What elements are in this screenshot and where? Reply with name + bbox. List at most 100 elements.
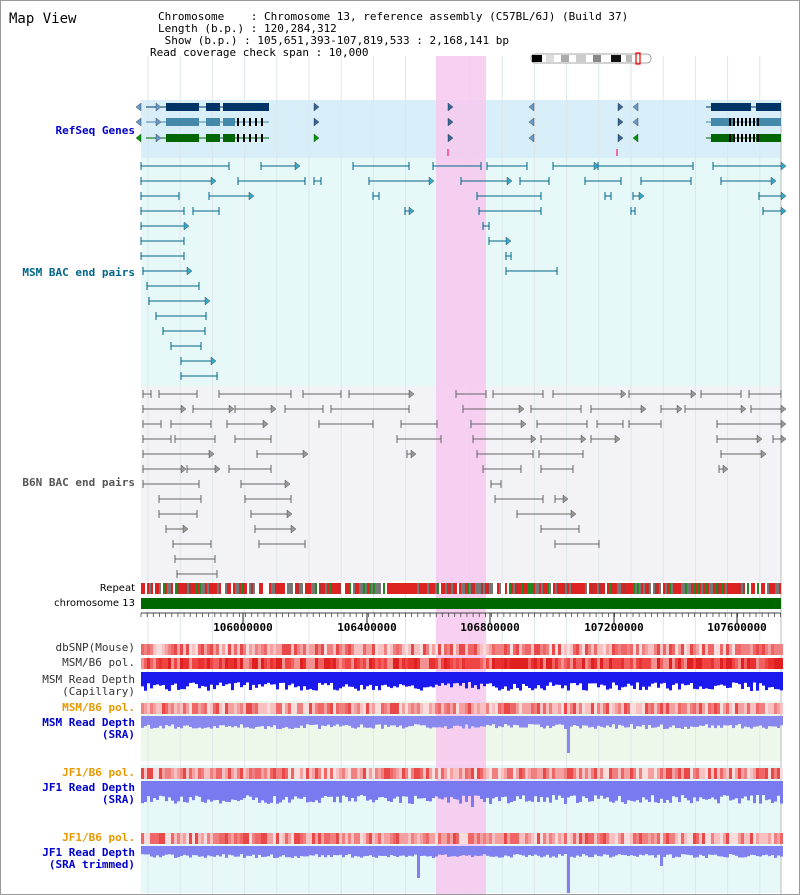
msm-sra-pol-cell <box>705 703 708 714</box>
dbsnp-cell <box>678 644 681 655</box>
jf1-trim-depth-bar <box>750 846 753 855</box>
msm-sra-depth-bar <box>456 716 459 726</box>
repeat-block <box>363 583 365 594</box>
jf1-trim-pol-cell <box>519 833 522 844</box>
repeat-block <box>347 583 349 594</box>
repeat-block <box>335 583 337 594</box>
msm-cap-depth-bar <box>177 672 180 690</box>
msm-cap-depth-bar <box>612 672 615 683</box>
jf1-sra-depth-bar <box>558 781 561 796</box>
jf1-trim-pol-cell <box>351 833 354 844</box>
msm-sra-depth-bar <box>225 716 228 727</box>
jf1-trim-pol-cell <box>150 833 153 844</box>
dbsnp-cell <box>267 644 270 655</box>
repeat-block <box>659 583 661 594</box>
jf1-trim-depth-bar <box>174 846 177 858</box>
jf1-trim-pol-cell <box>567 833 570 844</box>
repeat-block <box>623 583 625 594</box>
jf1-trim-pol-cell <box>555 833 558 844</box>
jf1-trim-pol-cell <box>765 833 768 844</box>
repeat-block <box>333 583 335 594</box>
msm-sra-pol-cell <box>744 703 747 714</box>
repeat-block <box>453 583 455 594</box>
repeat-block <box>503 583 505 594</box>
msm-pol-cell <box>513 658 516 669</box>
jf1-sra-depth-bar <box>669 781 672 803</box>
jf1-pol-cell <box>720 768 723 779</box>
msm-depth-capillary-label[interactable]: MSM Read Depth (Capillary) <box>42 674 135 698</box>
jf1-trim-depth-bar <box>732 846 735 855</box>
msm-sra-depth-bar <box>267 716 270 727</box>
msm-bac-label[interactable]: MSM BAC end pairs <box>22 266 135 279</box>
msm-sra-pol-cell <box>504 703 507 714</box>
msm-sra-depth-bar <box>183 716 186 726</box>
chromosome-ideogram[interactable] <box>530 52 652 65</box>
refseq-label[interactable]: RefSeq Genes <box>55 124 135 137</box>
jf1-trim-pol-cell <box>702 833 705 844</box>
repeat-block <box>199 583 201 594</box>
msm-depth-sra-label[interactable]: MSM Read Depth (SRA) <box>42 717 135 741</box>
msm-cap-depth-bar <box>669 672 672 691</box>
repeat-block <box>767 583 769 594</box>
gene-a-exon-small <box>243 134 245 142</box>
jf1-pol-cell <box>258 768 261 779</box>
jf1-trim-depth-bar <box>534 846 537 855</box>
msm-pol-cell <box>507 658 510 669</box>
jf1-sra-depth-bar <box>387 781 390 802</box>
msm-cap-depth-bar <box>429 672 432 687</box>
msm-cap-depth-bar <box>216 672 219 686</box>
gene-b-exon <box>756 103 781 111</box>
msm-b6-pol-sra-label[interactable]: MSM/B6 pol. <box>62 701 135 714</box>
gene-b-exon-small <box>741 118 743 126</box>
gene-a-exon <box>223 118 235 126</box>
jf1-depth-sra-label[interactable]: JF1 Read Depth (SRA) <box>42 782 135 806</box>
msm-sra-depth-bar <box>690 716 693 727</box>
msm-sra-pol-cell <box>498 703 501 714</box>
jf1-trim-depth-bar <box>177 846 180 858</box>
repeat-block <box>519 583 521 594</box>
jf1-b6-pol-trim-label[interactable]: JF1/B6 pol. <box>62 831 135 844</box>
msm-depth-sra-line2: (SRA) <box>101 728 135 741</box>
gene-arrow <box>155 117 162 127</box>
jf1-depth-trim-line1: JF1 Read Depth <box>42 846 135 859</box>
repeat-block <box>217 583 219 594</box>
repeat-block <box>451 583 453 594</box>
jf1-trim-depth-bar <box>546 846 549 855</box>
jf1-b6-pol-label[interactable]: JF1/B6 pol. <box>62 766 135 779</box>
jf1-sra-depth-bar <box>522 781 525 796</box>
jf1-trim-depth-bar <box>618 846 621 855</box>
msm-sra-depth-bar <box>414 716 417 725</box>
dbsnp-label[interactable]: dbSNP(Mouse) <box>55 641 135 654</box>
jf1-sra-depth-bar <box>447 781 450 803</box>
jf1-trim-depth-bar <box>681 846 684 855</box>
repeat-block <box>667 583 669 594</box>
repeat-block <box>301 583 303 594</box>
jf1-trim-pol-cell <box>492 833 495 844</box>
jf1-sra-depth-bar <box>747 781 750 801</box>
jf1-trim-depth-bar <box>366 846 369 856</box>
jf1-pol-cell <box>702 768 705 779</box>
msm-pol-cell <box>342 658 345 669</box>
msm-sra-depth-bar <box>336 716 339 725</box>
msm-cap-depth-bar <box>486 672 489 684</box>
dbsnp-cell <box>342 644 345 655</box>
jf1-trim-pol-cell <box>531 833 534 844</box>
repeat-block <box>149 583 151 594</box>
repeat-block <box>391 583 393 594</box>
bac-end-arrow <box>756 434 763 444</box>
msm-sra-depth-bar <box>249 716 252 729</box>
jf1-trim-depth-bar <box>669 846 672 855</box>
msm-sra-pol-cell <box>429 703 432 714</box>
repeat-block <box>311 583 313 594</box>
b6n-bac-label[interactable]: B6N BAC end pairs <box>22 476 135 489</box>
jf1-pol-cell <box>681 768 684 779</box>
msm-b6-pol-label[interactable]: MSM/B6 pol. <box>62 656 135 669</box>
jf1-trim-pol-cell <box>720 833 723 844</box>
jf1-depth-trim-label[interactable]: JF1 Read Depth (SRA trimmed) <box>42 847 135 871</box>
msm-cap-depth-bar <box>711 672 714 690</box>
msm-sra-depth-bar <box>159 716 162 726</box>
jf1-trim-pol-cell <box>357 833 360 844</box>
msm-cap-depth-bar <box>714 672 717 686</box>
jf1-trim-depth-bar <box>384 846 387 856</box>
